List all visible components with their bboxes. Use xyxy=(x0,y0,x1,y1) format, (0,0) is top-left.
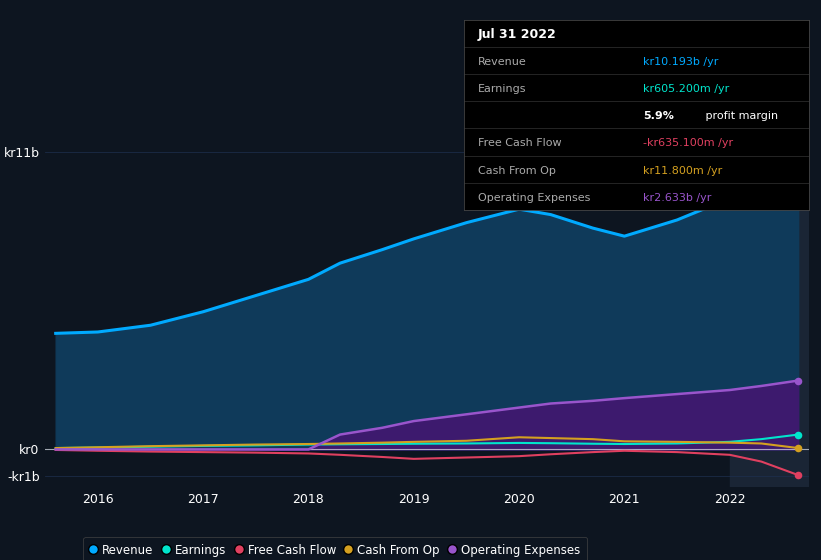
Text: Cash From Op: Cash From Op xyxy=(478,166,556,175)
Text: Free Cash Flow: Free Cash Flow xyxy=(478,138,562,148)
Text: Revenue: Revenue xyxy=(478,57,526,67)
Text: kr10.193b /yr: kr10.193b /yr xyxy=(643,57,718,67)
Text: Earnings: Earnings xyxy=(478,84,526,94)
Text: kr2.633b /yr: kr2.633b /yr xyxy=(643,193,712,203)
Point xyxy=(791,151,805,160)
Text: 5.9%: 5.9% xyxy=(643,111,674,121)
Text: Jul 31 2022: Jul 31 2022 xyxy=(478,28,557,41)
Bar xyxy=(730,112,809,487)
Text: -kr635.100m /yr: -kr635.100m /yr xyxy=(643,138,733,148)
Text: Operating Expenses: Operating Expenses xyxy=(478,193,590,203)
Point xyxy=(791,470,805,479)
Text: kr11.800m /yr: kr11.800m /yr xyxy=(643,166,722,175)
Text: kr605.200m /yr: kr605.200m /yr xyxy=(643,84,729,94)
Point xyxy=(791,444,805,452)
Legend: Revenue, Earnings, Free Cash Flow, Cash From Op, Operating Expenses: Revenue, Earnings, Free Cash Flow, Cash … xyxy=(84,536,587,560)
Point xyxy=(791,376,805,385)
Text: profit margin: profit margin xyxy=(702,111,778,121)
Point xyxy=(791,430,805,439)
